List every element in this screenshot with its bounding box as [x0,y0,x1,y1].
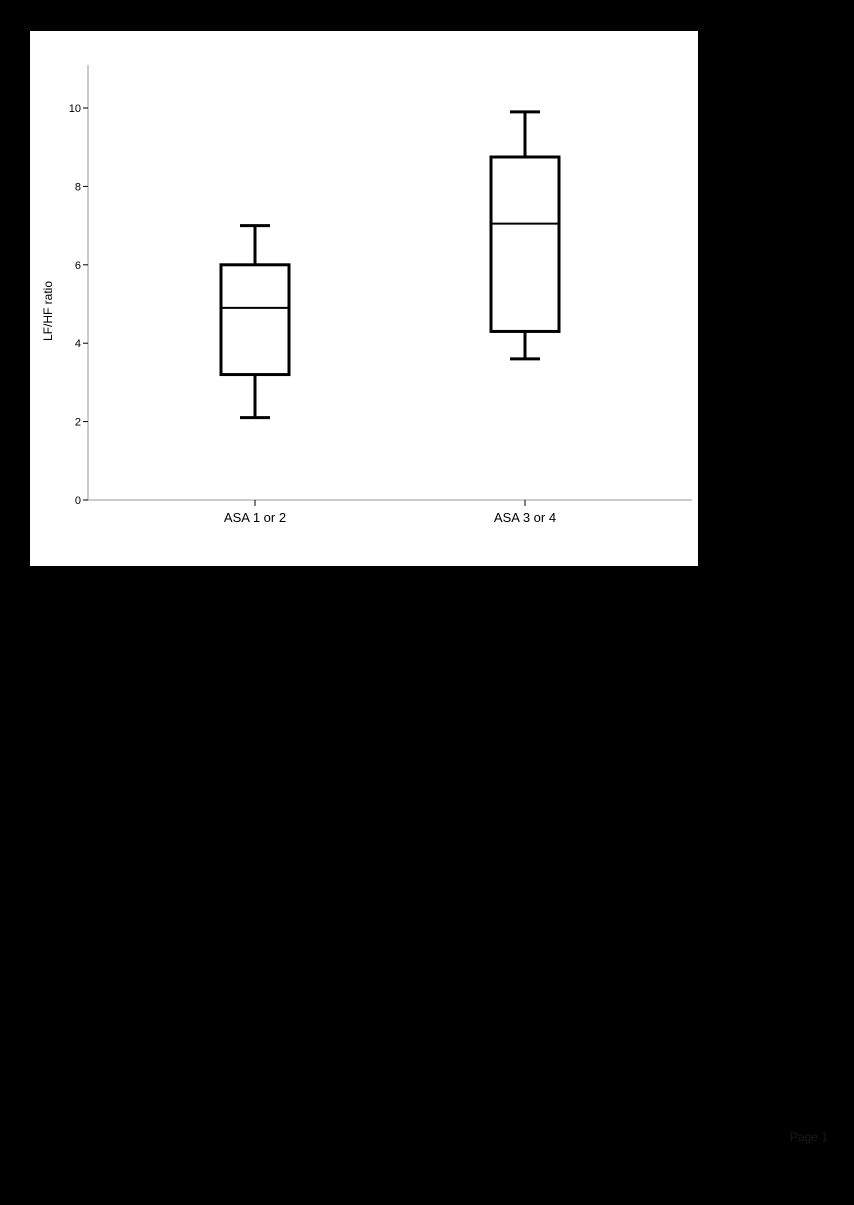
y-tick-label: 0 [75,495,81,507]
box-group [219,224,291,420]
y-tick-label: 8 [75,181,81,193]
iqr-box [219,263,291,377]
y-tick-label: 4 [75,338,81,350]
y-axis-label: LF/HF ratio [41,281,55,341]
page-number: Page 1 [789,1130,828,1144]
y-tick-label: 10 [69,103,81,115]
box-group [489,110,561,361]
y-tick-label: 6 [75,260,81,272]
x-tick-label: ASA 3 or 4 [494,510,556,525]
iqr-box [489,155,561,333]
box-plot-chart: 0 2 4 6 8 10 ASA 1 or 2 ASA 3 or 4 LF/HF ratio [41,65,692,525]
x-tick-label: ASA 1 or 2 [224,510,286,525]
y-tick-label: 2 [75,417,81,429]
chart-panel: 0 2 4 6 8 10 ASA 1 or 2 ASA 3 or 4 LF/HF ratio [30,31,698,566]
